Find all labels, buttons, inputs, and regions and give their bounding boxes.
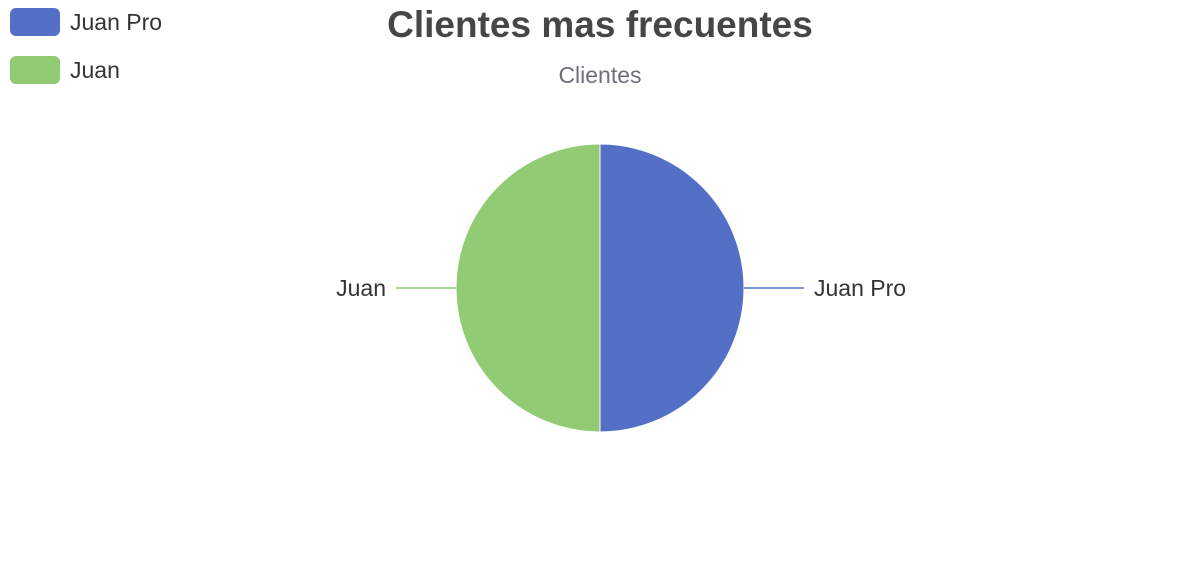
legend-label-juan-pro: Juan Pro <box>70 8 163 35</box>
legend-label-juan: Juan <box>70 56 120 83</box>
chart-subtitle: Clientes <box>558 62 642 88</box>
legend-swatch-juan <box>10 56 60 84</box>
legend-item-juan[interactable]: Juan <box>10 56 162 84</box>
pie-slice-labels: Juan Pro Juan <box>336 275 906 301</box>
pie-slice-juan[interactable] <box>455 143 601 433</box>
pie-slice-juan-pro[interactable] <box>599 143 745 433</box>
legend-swatch-juan-pro <box>10 8 60 36</box>
slice-label-juan: Juan <box>336 275 386 301</box>
pie-slices <box>455 143 745 433</box>
chart-title: Clientes mas frecuentes <box>387 4 813 45</box>
chart-legend: Juan Pro Juan <box>10 8 162 104</box>
slice-label-juan-pro: Juan Pro <box>814 275 906 301</box>
legend-item-juan-pro[interactable]: Juan Pro <box>10 8 162 36</box>
